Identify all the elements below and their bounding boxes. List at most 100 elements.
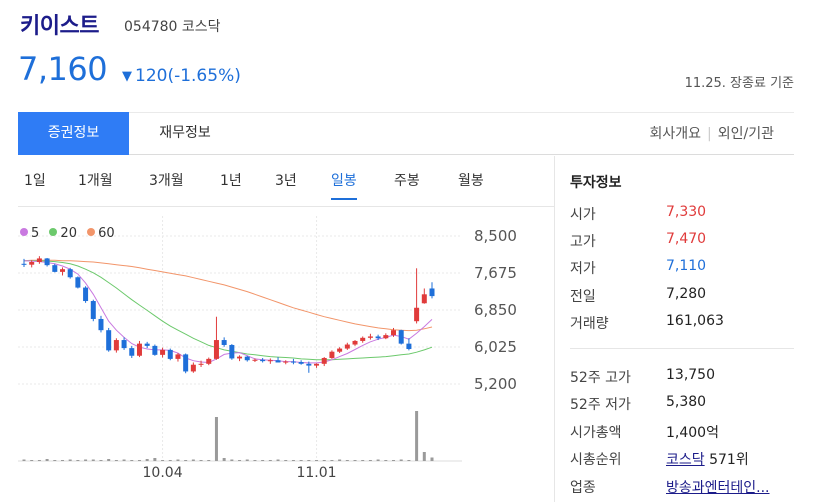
info-title: 투자정보: [570, 175, 622, 191]
ma20-line: [24, 260, 433, 361]
candle-body: [383, 335, 389, 339]
info-label: 고가: [570, 234, 596, 250]
info-value: 코스닥 571위: [666, 449, 749, 469]
candle-body: [206, 358, 212, 364]
legend-ma20-label: 20: [60, 226, 77, 241]
market-link[interactable]: 코스닥: [666, 452, 705, 468]
stock-code: 054780 코스닥: [124, 19, 221, 35]
candle-body: [144, 343, 150, 346]
candle-body: [352, 340, 358, 345]
info-label: 업종: [570, 480, 596, 496]
candle-body: [167, 349, 173, 359]
info-value: 방송과엔터테인...: [666, 477, 770, 497]
period-tab-3y[interactable]: 3년: [275, 173, 297, 189]
volume-bar: [107, 459, 111, 461]
candle-body: [75, 277, 81, 288]
candle-body: [136, 343, 142, 356]
y-tick-label: 6,850: [474, 301, 517, 319]
volume-bar: [299, 460, 303, 461]
volume-bar: [268, 460, 272, 461]
info-value: 1,400억: [666, 425, 719, 441]
x-tick-label: 11.01: [296, 465, 336, 481]
candlestick-chart[interactable]: 8,500 7,675 6,850 6,025 5,200 10.04 11.01: [0, 206, 554, 502]
period-tab-monthly[interactable]: 월봉: [458, 173, 484, 189]
volume-bar: [422, 452, 426, 461]
y-tick-label: 5,200: [474, 375, 517, 393]
volume-bar: [161, 460, 165, 461]
legend-ma60-label: 60: [98, 226, 115, 241]
volume-bar: [399, 459, 403, 461]
volume-bar: [238, 460, 242, 461]
info-label: 시가: [570, 207, 596, 223]
volume-bar: [22, 459, 26, 461]
candle-body: [44, 258, 50, 266]
company-overview-link[interactable]: 회사개요: [649, 126, 702, 142]
period-tab-1y[interactable]: 1년: [220, 173, 242, 189]
info-divider: [570, 348, 794, 349]
info-label: 52주 저가: [570, 397, 631, 413]
volume-bar: [45, 459, 49, 461]
info-label: 저가: [570, 261, 596, 277]
candle-body: [290, 361, 296, 363]
candle-body: [190, 364, 196, 372]
period-tab-daily[interactable]: 일봉: [331, 170, 357, 200]
candle-body: [321, 357, 327, 364]
volume-bar: [145, 459, 149, 461]
volume-bar: [130, 460, 134, 461]
volume-bar: [392, 460, 396, 461]
stock-name[interactable]: 키이스트: [20, 14, 99, 39]
volume-bar: [330, 460, 334, 461]
volume-bar: [345, 460, 349, 461]
ma60-dot-icon: [87, 228, 96, 236]
price-change: ▼ 120(-1.65%): [122, 66, 241, 86]
info-value: 7,110: [666, 258, 707, 274]
candle-body: [283, 361, 289, 363]
volume-bar: [291, 460, 295, 461]
candle-body: [29, 262, 35, 265]
period-tab-1m[interactable]: 1개월: [78, 173, 113, 189]
volume-bar: [322, 460, 326, 461]
candle-body: [267, 360, 273, 362]
volume-bar: [153, 458, 157, 461]
period-tab-1d[interactable]: 1일: [24, 173, 46, 189]
candle-body: [244, 356, 250, 361]
candle-body: [98, 318, 104, 331]
candle-body: [252, 359, 258, 361]
timestamp: 11.25. 장종료 기준: [684, 76, 794, 91]
volume-bar: [30, 460, 34, 461]
candle-body: [391, 330, 397, 336]
candle-body: [398, 330, 404, 344]
volume-bar: [84, 459, 88, 461]
current-price: 7,160: [18, 50, 108, 88]
tab-stock-info[interactable]: 증권정보: [18, 112, 129, 155]
info-value: 7,280: [666, 286, 707, 302]
rank-value: 571위: [709, 452, 749, 468]
candle-body: [129, 348, 135, 356]
volume-bar: [245, 459, 249, 461]
foreign-institution-link[interactable]: 외인/기관: [717, 126, 774, 142]
industry-link[interactable]: 방송과엔터테인...: [666, 480, 770, 496]
candle-body: [237, 356, 243, 359]
candle-body: [121, 340, 127, 349]
volume-bar: [99, 460, 103, 461]
volume-bar: [361, 460, 365, 461]
legend-ma5-label: 5: [31, 226, 40, 241]
volume-bar: [230, 459, 234, 461]
period-tab-3m[interactable]: 3개월: [149, 173, 184, 189]
info-label: 시가총액: [570, 425, 622, 441]
info-value: 5,380: [666, 394, 707, 410]
volume-bar: [222, 458, 226, 461]
down-triangle-icon: ▼: [122, 69, 132, 84]
info-label: 시총순위: [570, 452, 622, 468]
candle-body: [406, 343, 412, 350]
y-tick-label: 7,675: [474, 264, 517, 282]
volume-bar: [60, 460, 64, 461]
period-tab-weekly[interactable]: 주봉: [394, 173, 420, 189]
candle-body: [260, 359, 266, 362]
candle-body: [36, 258, 42, 263]
volume-bar: [253, 460, 257, 461]
tab-financial-info[interactable]: 재무정보: [159, 125, 211, 141]
info-label: 전일: [570, 289, 596, 305]
volume-bar: [338, 459, 342, 461]
candle-body: [337, 348, 343, 352]
